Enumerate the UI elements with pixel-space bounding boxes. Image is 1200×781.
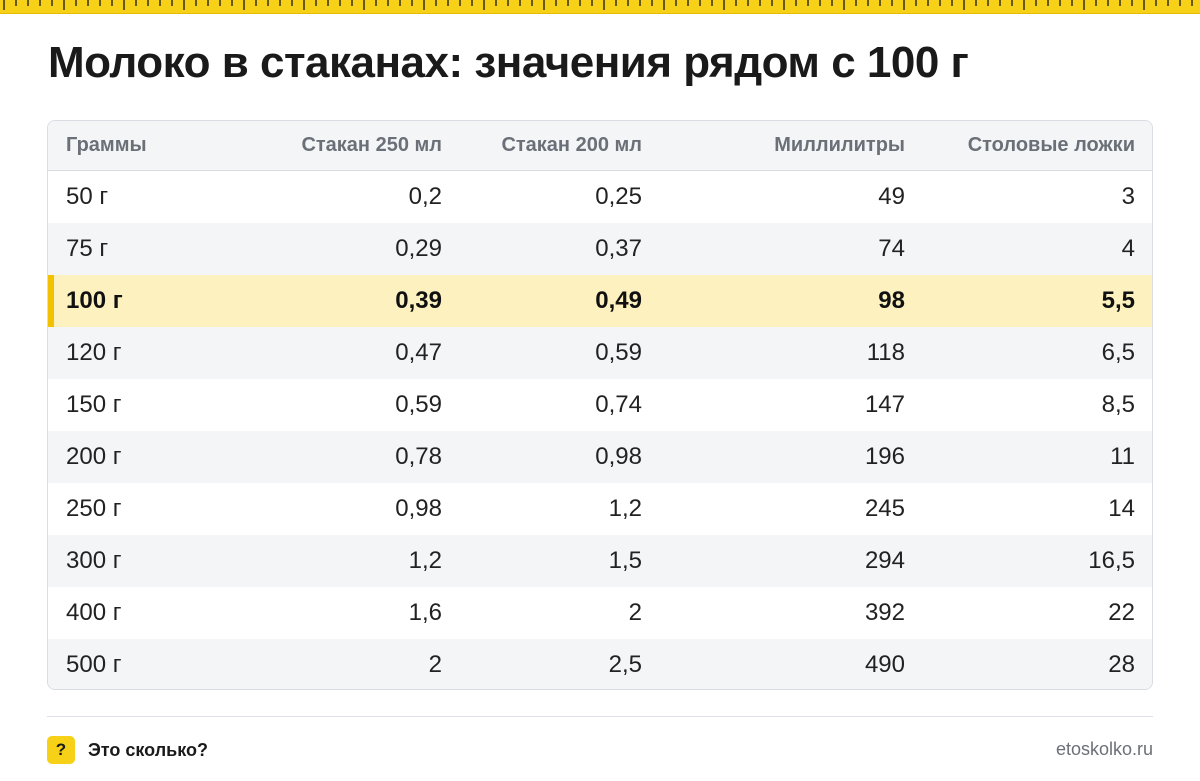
cell-glass-250: 0,2 bbox=[408, 183, 442, 210]
cell-tablespoons: 22 bbox=[1108, 599, 1135, 626]
table-row: 300 г 1,2 1,5 294 16,5 bbox=[48, 535, 1152, 587]
cell-tablespoons: 28 bbox=[1108, 651, 1135, 678]
cell-milliliters: 49 bbox=[878, 183, 905, 210]
conversion-table: Граммы Стакан 250 мл Стакан 200 мл Милли… bbox=[47, 120, 1153, 690]
table-row: 150 г 0,59 0,74 147 8,5 bbox=[48, 379, 1152, 431]
cell-glass-200: 0,37 bbox=[595, 235, 642, 262]
cell-tablespoons: 3 bbox=[1121, 183, 1135, 210]
cell-tablespoons: 5,5 bbox=[1101, 287, 1135, 314]
footer-divider bbox=[47, 716, 1153, 717]
cell-grams: 120 г bbox=[66, 339, 122, 366]
cell-grams: 250 г bbox=[66, 495, 122, 522]
cell-milliliters: 98 bbox=[878, 287, 905, 314]
cell-glass-250: 0,29 bbox=[395, 235, 442, 262]
cell-grams: 150 г bbox=[66, 391, 122, 418]
footer-brand: ? Это сколько? bbox=[47, 736, 208, 764]
cell-tablespoons: 4 bbox=[1121, 235, 1135, 262]
table-row-highlighted: 100 г 0,39 0,49 98 5,5 bbox=[48, 275, 1152, 327]
header-milliliters: Миллилитры bbox=[774, 134, 905, 156]
cell-glass-200: 2,5 bbox=[608, 651, 642, 678]
cell-tablespoons: 16,5 bbox=[1088, 547, 1135, 574]
cell-grams: 300 г bbox=[66, 547, 122, 574]
ruler-ticks bbox=[3, 0, 1193, 10]
cell-milliliters: 74 bbox=[878, 235, 905, 262]
table-row: 75 г 0,29 0,37 74 4 bbox=[48, 223, 1152, 275]
cell-glass-200: 1,2 bbox=[608, 495, 642, 522]
cell-tablespoons: 8,5 bbox=[1101, 391, 1135, 418]
header-grams: Граммы bbox=[66, 134, 147, 156]
cell-grams: 75 г bbox=[66, 235, 109, 262]
brand-name: Это сколько? bbox=[88, 739, 208, 760]
cell-glass-200: 0,59 bbox=[595, 339, 642, 366]
cell-milliliters: 245 bbox=[864, 495, 905, 522]
question-icon: ? bbox=[47, 736, 75, 764]
ruler-strip bbox=[0, 0, 1200, 14]
header-tablespoons: Столовые ложки bbox=[967, 134, 1135, 156]
table-row: 500 г 2 2,5 490 28 bbox=[48, 639, 1152, 689]
site-url: etoskolko.ru bbox=[1055, 739, 1153, 759]
table-header: Граммы Стакан 250 мл Стакан 200 мл Милли… bbox=[48, 121, 1152, 171]
cell-glass-250: 2 bbox=[428, 651, 442, 678]
cell-glass-200: 0,25 bbox=[595, 183, 642, 210]
cell-glass-200: 0,49 bbox=[595, 287, 642, 314]
cell-grams: 400 г bbox=[66, 599, 122, 626]
cell-tablespoons: 14 bbox=[1108, 495, 1135, 522]
table-row: 200 г 0,78 0,98 196 11 bbox=[48, 431, 1152, 483]
table-row: 50 г 0,2 0,25 49 3 bbox=[48, 171, 1152, 223]
table-row: 250 г 0,98 1,2 245 14 bbox=[48, 483, 1152, 535]
cell-glass-250: 1,6 bbox=[408, 599, 442, 626]
table-row: 400 г 1,6 2 392 22 bbox=[48, 587, 1152, 639]
cell-glass-200: 2 bbox=[628, 599, 642, 626]
cell-glass-250: 0,47 bbox=[395, 339, 442, 366]
cell-grams: 100 г bbox=[66, 287, 123, 314]
cell-milliliters: 196 bbox=[864, 443, 905, 470]
page-title: Молоко в стаканах: значения рядом с 100 … bbox=[48, 38, 969, 87]
cell-glass-200: 0,98 bbox=[595, 443, 642, 470]
cell-glass-200: 1,5 bbox=[608, 547, 642, 574]
cell-grams: 200 г bbox=[66, 443, 122, 470]
cell-glass-250: 0,39 bbox=[395, 287, 442, 314]
cell-tablespoons: 6,5 bbox=[1101, 339, 1135, 366]
cell-grams: 500 г bbox=[66, 651, 122, 678]
table-row: 120 г 0,47 0,59 118 6,5 bbox=[48, 327, 1152, 379]
cell-milliliters: 118 bbox=[866, 339, 905, 366]
header-glass-200: Стакан 200 мл bbox=[501, 134, 642, 156]
cell-glass-250: 1,2 bbox=[408, 547, 442, 574]
cell-tablespoons: 11 bbox=[1110, 443, 1135, 470]
cell-glass-250: 0,59 bbox=[395, 391, 442, 418]
cell-milliliters: 294 bbox=[864, 547, 905, 574]
cell-milliliters: 147 bbox=[864, 391, 905, 418]
cell-milliliters: 490 bbox=[864, 651, 905, 678]
cell-milliliters: 392 bbox=[864, 599, 905, 626]
header-glass-250: Стакан 250 мл bbox=[301, 134, 442, 156]
cell-glass-250: 0,98 bbox=[395, 495, 442, 522]
cell-glass-250: 0,78 bbox=[395, 443, 442, 470]
table-body: 50 г 0,2 0,25 49 3 75 г 0,29 0,37 74 4 100 г 0,39 0,… bbox=[48, 171, 1152, 689]
cell-glass-200: 0,74 bbox=[595, 391, 642, 418]
cell-grams: 50 г bbox=[66, 183, 109, 210]
